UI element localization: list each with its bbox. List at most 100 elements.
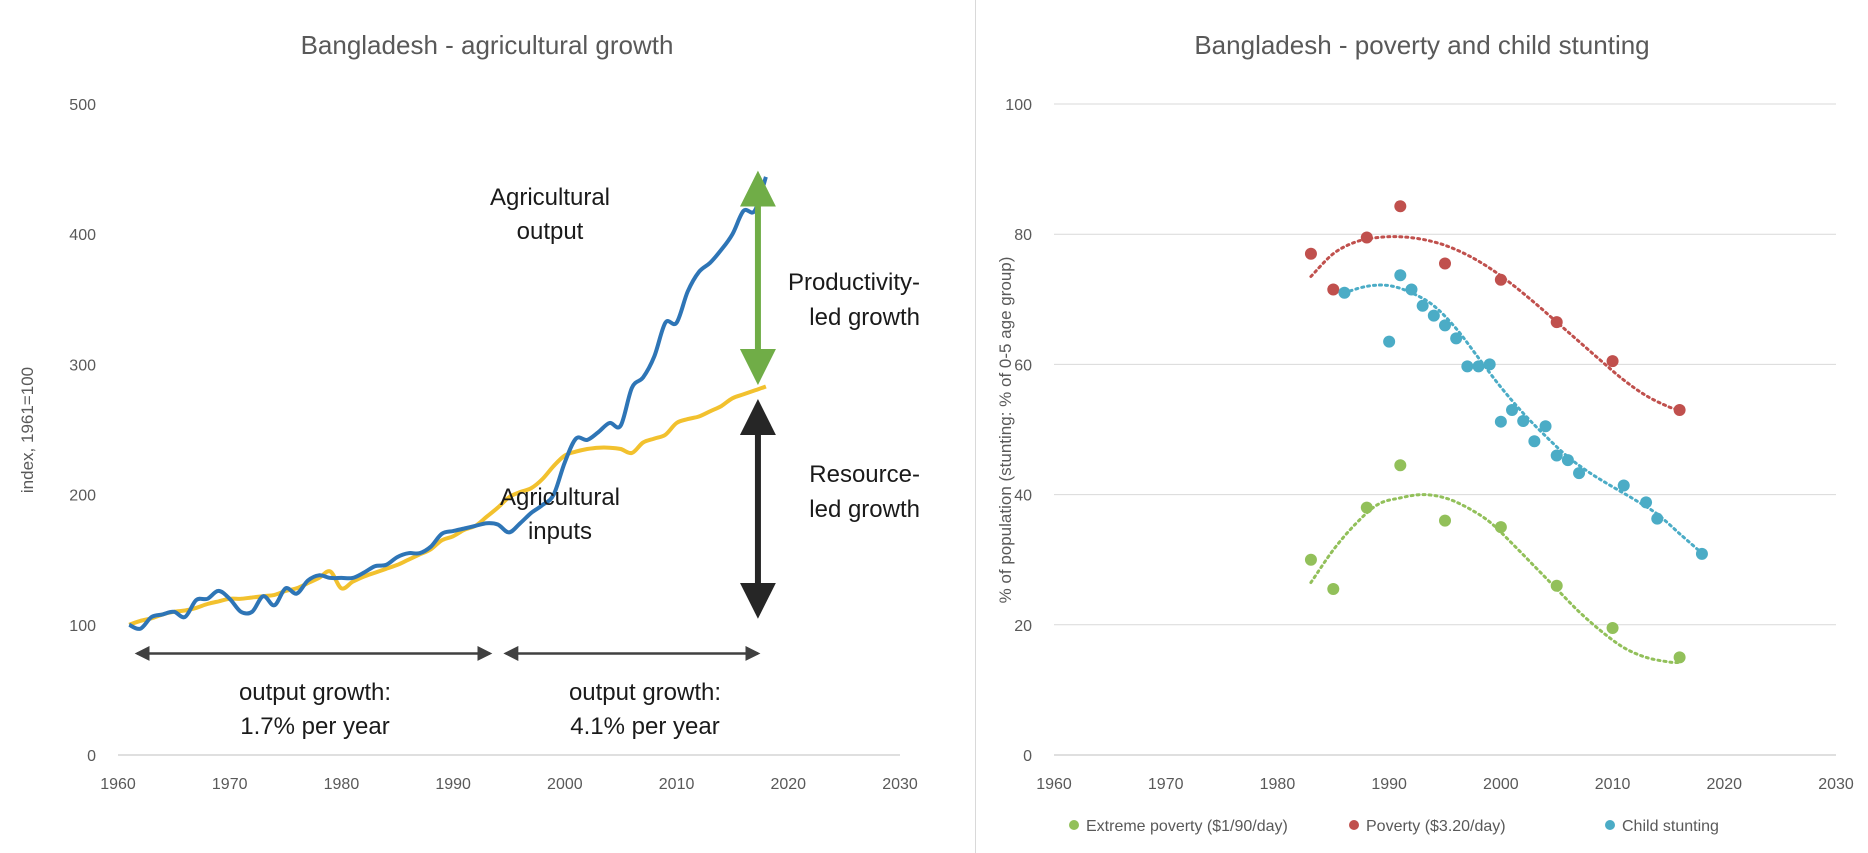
child-stunting-point — [1528, 435, 1541, 448]
period1-annotation-line2: 1.7% per year — [240, 713, 389, 740]
child-stunting-point — [1483, 358, 1496, 371]
output-annotation-line1: Agricultural — [490, 184, 610, 211]
child-stunting-point — [1573, 467, 1586, 480]
x-tick-label: 1990 — [435, 776, 471, 793]
y-tick-label: 60 — [1014, 357, 1032, 374]
poverty-point — [1550, 316, 1563, 329]
inputs-annotation-line1: Agricultural — [500, 484, 620, 511]
x-tick-label: 1970 — [212, 776, 248, 793]
x-tick-label: 2010 — [659, 776, 695, 793]
y-tick-label: 80 — [1014, 227, 1032, 244]
y-tick-label: 20 — [1014, 618, 1032, 635]
child-stunting-point — [1494, 415, 1507, 428]
child-stunting-point — [1506, 403, 1519, 416]
child-stunting-point — [1439, 319, 1451, 332]
poverty-point — [1327, 283, 1340, 296]
y-tick-label: 100 — [1005, 97, 1032, 114]
x-tick-label: 1960 — [100, 776, 136, 793]
agricultural-growth-chart-panel: Bangladesh - agricultural growth 0 100 200… — [18, 0, 976, 853]
period1-annotation-line1: output growth: — [239, 679, 391, 706]
x-tick-label: 2030 — [1818, 776, 1854, 793]
y-tick-label: 500 — [69, 97, 96, 114]
poverty-stunting-chart: Bangladesh - poverty and child stunting … — [996, 30, 1854, 835]
extreme-poverty-trendline — [1309, 493, 1682, 665]
inputs-annotation-line2: inputs — [528, 518, 592, 545]
poverty-point — [1606, 355, 1619, 368]
x-tick-label: 1960 — [1036, 776, 1072, 793]
extreme-poverty-point — [1606, 622, 1619, 635]
child-stunting-point — [1472, 360, 1485, 373]
child-stunting-point — [1427, 309, 1440, 322]
output-annotation-line2: output — [517, 218, 584, 245]
chart-title: Bangladesh - agricultural growth — [301, 30, 674, 60]
child-stunting-point — [1550, 449, 1563, 462]
extreme-poverty-point — [1327, 582, 1340, 595]
extreme-poverty-point — [1550, 579, 1563, 592]
poverty-point — [1439, 257, 1451, 270]
x-tick-label: 1970 — [1148, 776, 1184, 793]
x-tick-label: 1990 — [1371, 776, 1407, 793]
child-stunting-point — [1338, 286, 1351, 299]
extreme-poverty-point — [1494, 521, 1507, 534]
x-tick-label: 2010 — [1595, 776, 1631, 793]
y-tick-label: 200 — [69, 488, 96, 505]
x-tick-label: 2000 — [1483, 776, 1519, 793]
y-tick-label: 40 — [1014, 488, 1032, 505]
child-stunting-point — [1461, 360, 1474, 373]
y-axis-label: % of population (stunting: % of 0-5 age … — [996, 257, 1015, 604]
extreme-poverty-legend-marker — [1069, 820, 1079, 830]
poverty-point — [1304, 247, 1317, 260]
child-stunting-point — [1695, 547, 1708, 560]
poverty-point — [1394, 200, 1407, 213]
productivity-annotation-line2: led growth — [809, 304, 920, 331]
poverty-point — [1673, 403, 1686, 416]
extreme-poverty-legend-label: Extreme poverty ($1/90/day) — [1086, 818, 1288, 835]
poverty-stunting-chart-panel: Bangladesh - poverty and child stunting … — [976, 0, 1868, 853]
child-stunting-point — [1394, 269, 1407, 282]
child-stunting-point — [1416, 299, 1429, 312]
x-tick-label: 1980 — [324, 776, 360, 793]
poverty-trendline — [1309, 235, 1682, 412]
x-tick-label: 1980 — [1260, 776, 1296, 793]
child-stunting-legend-label: Child stunting — [1622, 818, 1719, 835]
chart-title: Bangladesh - poverty and child stunting — [1194, 30, 1649, 60]
agricultural-inputs-line — [128, 384, 767, 627]
poverty-point — [1360, 231, 1373, 244]
period2-annotation-line1: output growth: — [569, 679, 721, 706]
x-tick-label: 2020 — [1706, 776, 1742, 793]
child-stunting-point — [1651, 512, 1664, 525]
x-tick-label: 2030 — [882, 776, 918, 793]
y-tick-label: 0 — [1023, 748, 1032, 765]
poverty-legend-marker — [1349, 820, 1359, 830]
y-tick-label: 400 — [69, 227, 96, 244]
child-stunting-point — [1517, 415, 1530, 428]
child-stunting-point — [1561, 454, 1574, 467]
resource-annotation-line2: led growth — [809, 496, 920, 523]
child-stunting-point — [1383, 335, 1396, 348]
period2-annotation-line2: 4.1% per year — [570, 713, 719, 740]
chart-legend: Extreme poverty ($1/90/day) Poverty ($3.2… — [1069, 818, 1719, 835]
productivity-annotation-line1: Productivity- — [788, 269, 920, 296]
extreme-poverty-point — [1394, 459, 1407, 472]
poverty-legend-label: Poverty ($3.20/day) — [1366, 818, 1506, 835]
extreme-poverty-point — [1360, 501, 1373, 514]
x-tick-label: 2020 — [770, 776, 806, 793]
x-tick-label: 2000 — [547, 776, 583, 793]
child-stunting-legend-marker — [1605, 820, 1615, 830]
child-stunting-point — [1405, 283, 1418, 296]
child-stunting-point — [1640, 496, 1653, 509]
y-tick-label: 100 — [69, 618, 96, 635]
y-tick-label: 0 — [87, 748, 96, 765]
extreme-poverty-point — [1439, 514, 1451, 527]
child-stunting-point — [1617, 479, 1630, 492]
extreme-poverty-point — [1673, 651, 1686, 664]
child-stunting-point — [1539, 420, 1552, 433]
resource-annotation-line1: Resource- — [809, 461, 920, 488]
agricultural-output-line — [128, 176, 768, 631]
child-stunting-point — [1450, 332, 1463, 345]
agricultural-growth-chart: Bangladesh - agricultural growth 0 100 200… — [18, 30, 920, 793]
y-tick-label: 300 — [69, 357, 96, 374]
y-axis-label: index, 1961=100 — [18, 367, 37, 493]
poverty-point — [1494, 273, 1507, 286]
extreme-poverty-point — [1304, 553, 1317, 566]
